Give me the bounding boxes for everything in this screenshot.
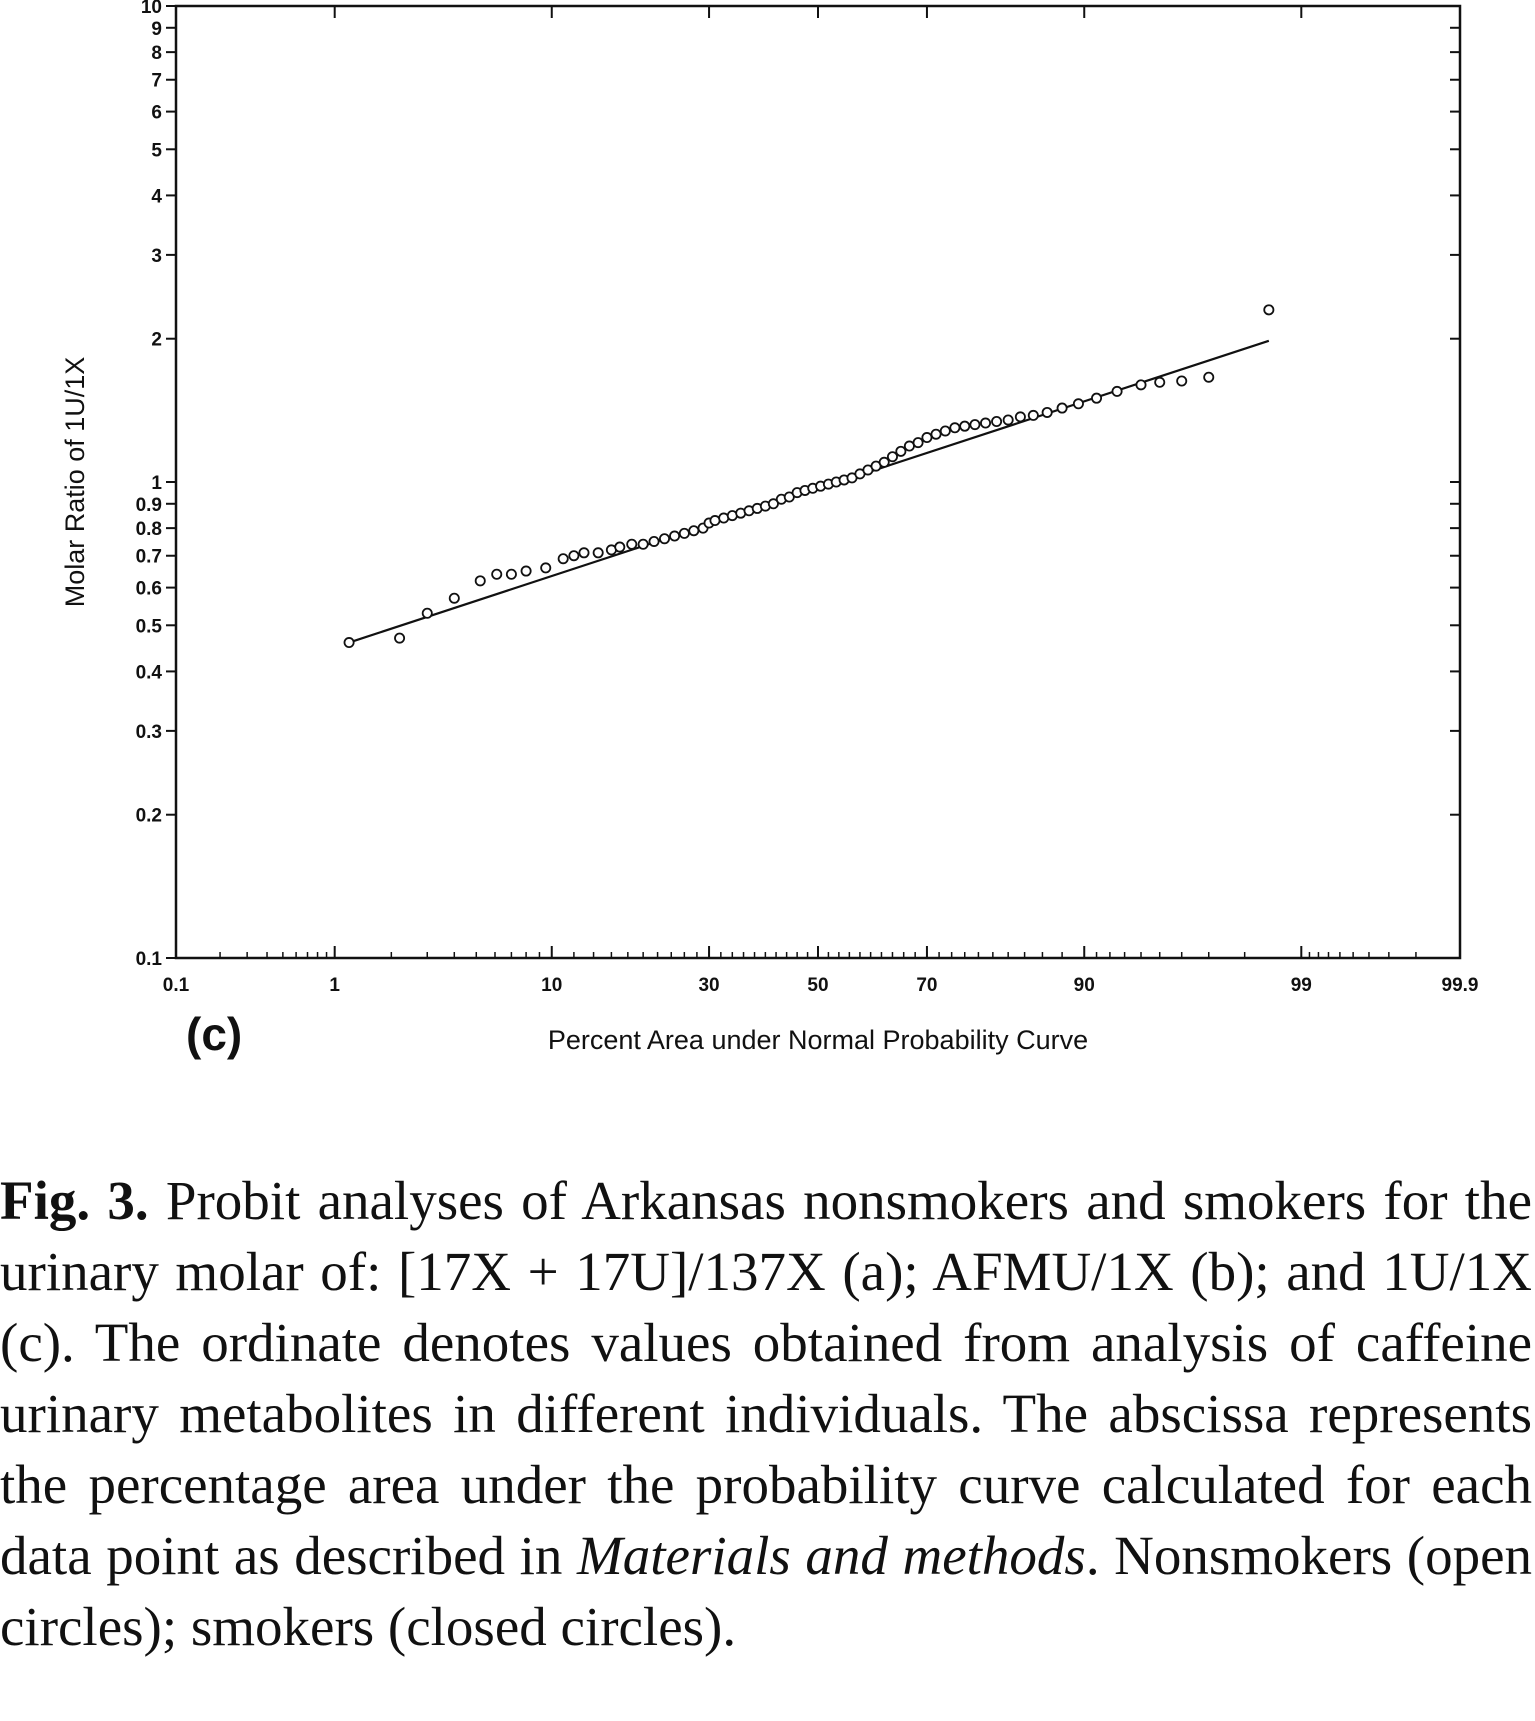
data-point (1041, 406, 1053, 418)
data-point (1111, 385, 1123, 397)
y-tick-label: 0.5 (136, 616, 163, 637)
data-point (343, 637, 355, 649)
data-points (343, 304, 1275, 649)
data-point (491, 568, 503, 580)
data-point (959, 420, 971, 432)
data-point (1203, 371, 1215, 383)
data-point (505, 568, 517, 580)
y-tick-label: 0.6 (136, 579, 162, 600)
y-tick-label: 7 (151, 71, 162, 92)
data-point (980, 417, 992, 429)
x-axis: 0.1 1 10 30 50 70 90 99 99.9 (163, 6, 1479, 996)
data-point (669, 530, 681, 542)
probit-chart: 0.1 0.2 0.3 0.4 0.5 0.6 0.7 0.8 0.9 1 2 3 4 5 6 7 8 9 10 0… (60, 0, 1479, 1060)
y-tick-label: 5 (151, 140, 162, 161)
data-point (969, 419, 981, 431)
figure-number: Fig. 3. (0, 1170, 149, 1231)
data-point (557, 553, 569, 565)
figure-caption: Fig. 3. Probit analyses of Arkansas nons… (0, 1165, 1532, 1662)
data-point (1002, 414, 1014, 426)
y-tick-label: 1 (151, 473, 162, 494)
data-point (688, 525, 700, 537)
data-point (939, 425, 951, 437)
data-point (878, 456, 890, 468)
data-point (1091, 392, 1103, 404)
y-tick-label: 3 (151, 246, 162, 267)
data-point (1056, 402, 1068, 414)
x-tick-label: 50 (807, 975, 828, 996)
y-tick-label: 0.7 (136, 547, 162, 568)
data-point (1072, 398, 1084, 410)
data-point (949, 422, 961, 434)
caption-italic: Materials and methods (576, 1525, 1086, 1586)
y-tick-label: 4 (151, 186, 162, 207)
x-tick-label: 90 (1074, 975, 1095, 996)
data-point (626, 538, 638, 550)
data-point (540, 562, 552, 574)
data-point (520, 565, 532, 577)
y-tick-label: 9 (151, 19, 162, 40)
data-point (912, 437, 924, 449)
x-tick-label: 10 (541, 975, 562, 996)
data-point (1014, 411, 1026, 423)
y-tick-label: 0.9 (136, 495, 162, 516)
data-point (568, 550, 580, 562)
data-point (421, 607, 433, 619)
data-point (991, 415, 1003, 427)
y-tick-label: 0.2 (136, 806, 162, 827)
y-tick-label: 0.8 (136, 519, 162, 540)
caption-text-end: . Nonsmokers (open circles); smokers (cl… (0, 1525, 1532, 1657)
y-tick-label: 0.3 (136, 722, 162, 743)
x-tick-label: 0.1 (163, 975, 190, 996)
data-point (637, 538, 649, 550)
x-tick-label: 70 (916, 975, 937, 996)
data-point (886, 451, 898, 463)
data-point (921, 432, 933, 444)
data-point (678, 527, 690, 539)
data-point (895, 445, 907, 457)
data-point (578, 547, 590, 559)
x-tick-label: 99.9 (1442, 975, 1479, 996)
data-point (614, 541, 626, 553)
x-tick-label: 30 (698, 975, 719, 996)
panel-label: (c) (186, 1008, 242, 1060)
data-point (709, 515, 721, 527)
data-point (448, 592, 460, 604)
data-point (1176, 375, 1188, 387)
data-point (648, 535, 660, 547)
data-point (394, 632, 406, 644)
y-axis: 0.1 0.2 0.3 0.4 0.5 0.6 0.7 0.8 0.91 2 3 4 5 6 7 8 910 (136, 0, 1460, 970)
data-point (1154, 376, 1166, 388)
data-point (1263, 304, 1275, 316)
data-point (930, 428, 942, 440)
data-point (1135, 379, 1147, 391)
y-tick-label: 8 (151, 43, 162, 64)
y-tick-label: 6 (151, 103, 162, 124)
data-point (767, 498, 779, 510)
x-tick-label: 99 (1291, 975, 1312, 996)
x-axis-label: Percent Area under Normal Probability Cu… (548, 1025, 1088, 1055)
data-point (474, 575, 486, 587)
y-tick-label: 0.4 (136, 662, 163, 683)
data-point (1027, 409, 1039, 421)
data-point (659, 533, 671, 545)
caption-text: Probit analyses of Arkansas nonsmokers a… (0, 1170, 1532, 1586)
y-tick-label: 2 (151, 330, 162, 351)
x-tick-label: 1 (329, 975, 340, 996)
y-tick-label: 10 (141, 0, 162, 18)
y-tick-label: 0.1 (136, 949, 163, 970)
y-axis-label: Molar Ratio of 1U/1X (60, 357, 90, 608)
data-point (592, 547, 604, 559)
